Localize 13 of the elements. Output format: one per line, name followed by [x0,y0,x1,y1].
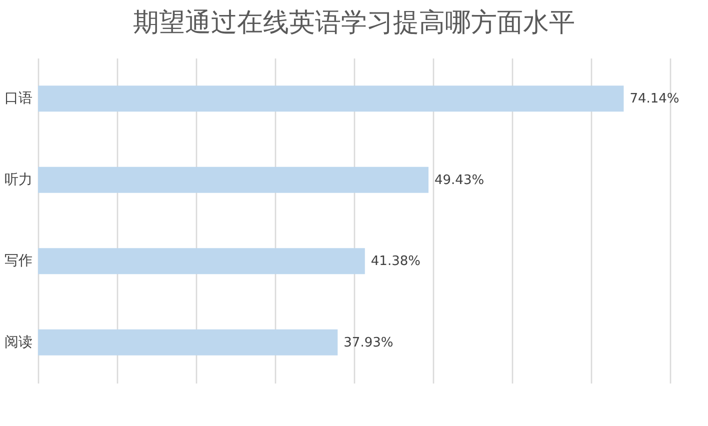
y-tick-label: 写作 [4,253,32,270]
y-tick-label: 口语 [4,90,32,107]
y-tick-label: 听力 [4,172,32,188]
chart-title: 期望通过在线英语学习提高哪方面水平 [133,8,575,38]
data-label: 74.14% [630,92,680,107]
bar [38,329,338,356]
data-label: 49.43% [434,172,484,188]
bar [38,248,365,274]
data-label: 37.93% [344,335,394,350]
bar [38,86,624,112]
bar [38,166,428,193]
y-tick-label: 阅读 [4,334,32,350]
data-label: 41.38% [370,254,420,270]
